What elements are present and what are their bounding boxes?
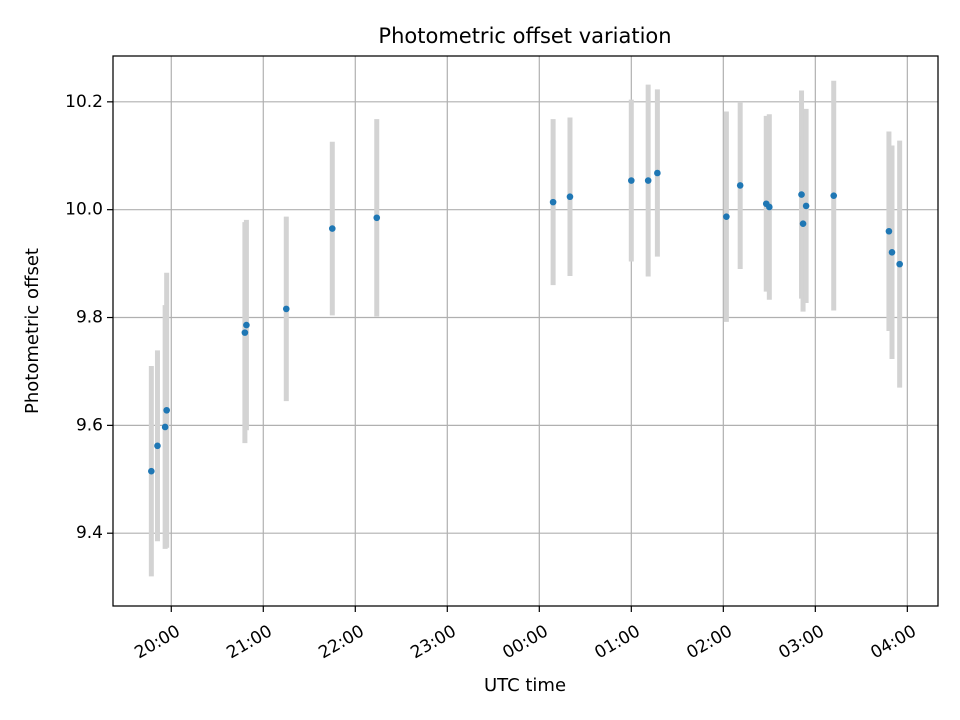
data-point: [896, 260, 903, 268]
data-points: [148, 169, 903, 475]
y-tick-label: 10.2: [65, 92, 103, 112]
data-point: [163, 406, 170, 414]
data-point: [802, 202, 810, 210]
y-axis-ticks: 9.4 9.6 9.8 10.0 10.2: [65, 92, 113, 543]
data-point: [154, 442, 161, 450]
y-tick-label: 9.8: [76, 308, 103, 328]
data-point: [888, 248, 896, 256]
data-point: [549, 198, 557, 206]
data-point: [241, 329, 249, 336]
y-axis-label: Photometric offset: [22, 248, 43, 414]
data-point: [644, 177, 652, 184]
data-point: [885, 227, 893, 235]
data-point: [766, 203, 773, 211]
data-point: [282, 305, 290, 313]
y-tick-label: 9.4: [76, 523, 103, 543]
data-point: [566, 193, 574, 201]
x-axis-label: UTC time: [484, 675, 566, 696]
data-point: [799, 220, 807, 227]
data-point: [798, 191, 805, 198]
y-tick-label: 10.0: [65, 200, 103, 220]
data-point: [830, 192, 838, 199]
data-point: [628, 177, 635, 184]
y-tick-label: 9.6: [76, 415, 103, 435]
data-point: [736, 182, 744, 189]
data-point: [148, 467, 155, 475]
data-point: [373, 214, 381, 222]
data-point: [723, 213, 730, 220]
data-point: [328, 225, 336, 232]
chart-title: Photometric offset variation: [378, 24, 671, 48]
data-point: [161, 423, 169, 431]
plot-frame: [112, 55, 939, 607]
data-point: [243, 321, 250, 329]
data-point: [654, 169, 661, 177]
